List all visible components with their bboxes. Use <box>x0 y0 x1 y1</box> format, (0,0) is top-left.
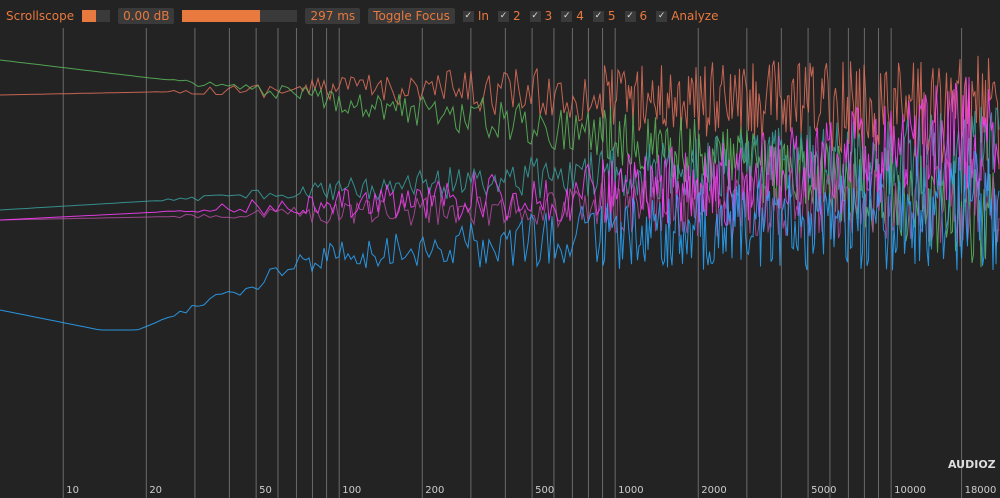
check-mark: ✓ <box>462 10 474 22</box>
toggle-focus[interactable]: Toggle Focus <box>368 8 455 24</box>
title: Scrollscope <box>6 9 75 23</box>
check-mark: ✓ <box>656 10 668 22</box>
checkbox[interactable]: ✓ 3 <box>529 9 553 23</box>
checkbox-label: In <box>477 9 489 23</box>
checkbox-label: 2 <box>512 9 521 23</box>
checkbox[interactable]: ✓ 4 <box>561 9 584 23</box>
toolbar: Scrollscope 0.00 dB 297 ms Toggle Focus … <box>0 0 1000 32</box>
gain-value[interactable]: 0.00 dB <box>118 8 175 24</box>
x-tick-label: 10 <box>66 485 79 496</box>
checkbox[interactable]: ✓ In <box>462 9 489 23</box>
spectrum-trace <box>0 150 1000 331</box>
checkbox-label: 4 <box>576 9 584 23</box>
check-mark: ✓ <box>529 10 541 22</box>
x-tick-label: 2000 <box>701 485 726 496</box>
x-tick-label: 100 <box>342 485 361 496</box>
gain-slider[interactable] <box>82 10 111 22</box>
checkbox-label: 6 <box>639 9 648 23</box>
time-slider[interactable] <box>182 10 298 22</box>
time-value[interactable]: 297 ms <box>305 8 361 24</box>
x-tick-label: 10000 <box>894 485 926 496</box>
checkbox[interactable]: ✓ 5 <box>592 9 616 23</box>
x-tick-label: 500 <box>535 485 554 496</box>
check-mark: ✓ <box>592 10 604 22</box>
x-tick-label: 18000 <box>965 485 997 496</box>
spectrum-trace <box>0 106 1000 211</box>
checkbox-label: 5 <box>607 9 616 23</box>
watermark: AUDIOZ <box>948 458 996 471</box>
checkbox[interactable]: ✓ 6 <box>624 9 648 23</box>
spectrum-trace <box>0 55 1000 170</box>
x-tick-label: 200 <box>425 485 444 496</box>
check-mark: ✓ <box>624 10 636 22</box>
checkbox-label: Analyze <box>671 9 719 23</box>
spectrum-trace <box>0 157 1000 246</box>
checkbox-label: 3 <box>544 9 553 23</box>
checkbox-group: ✓ In ✓ 2 ✓ 3 ✓ 4 ✓ 5 ✓ 6 ✓ Analyze <box>462 9 718 23</box>
x-tick-label: 5000 <box>811 485 836 496</box>
x-tick-label: 50 <box>259 485 272 496</box>
check-mark: ✓ <box>561 10 573 22</box>
spectrum-trace <box>0 76 1000 226</box>
x-tick-label: 1000 <box>618 485 643 496</box>
checkbox[interactable]: ✓ Analyze <box>656 9 718 23</box>
x-tick-label: 20 <box>149 485 162 496</box>
checkbox[interactable]: ✓ 2 <box>497 9 521 23</box>
check-mark: ✓ <box>497 10 509 22</box>
